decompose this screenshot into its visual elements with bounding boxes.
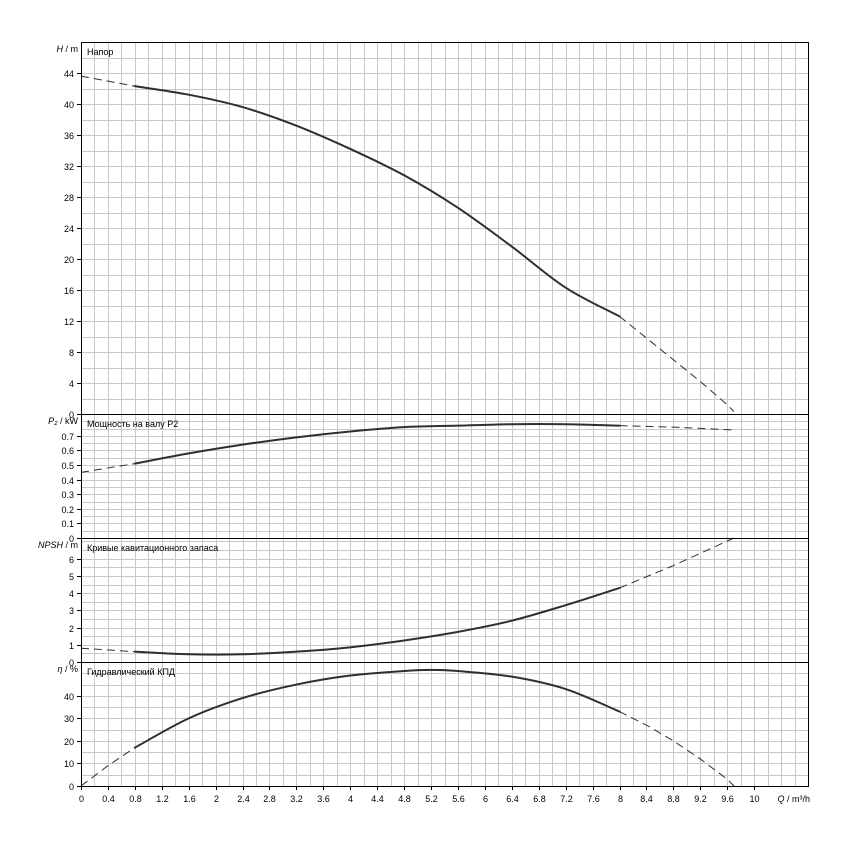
- power-y-tick-label: 0.4: [61, 476, 74, 486]
- head-y-tick-label: 12: [64, 317, 74, 327]
- head-y-tick-label: 32: [64, 162, 74, 172]
- x-tick-label: 3.6: [317, 794, 330, 804]
- efficiency-y-tick-label: 10: [64, 759, 74, 769]
- power-y-tick-label: 0.1: [61, 519, 74, 529]
- curve-layer: [80, 75, 735, 787]
- npsh-y-tick-label: 0: [69, 658, 74, 668]
- x-tick-label: 8.4: [640, 794, 653, 804]
- x-tick-label: 5.2: [425, 794, 438, 804]
- power-y-tick-label: 0.6: [61, 446, 74, 456]
- x-tick-label: 1.2: [156, 794, 169, 804]
- x-tick-label: 6: [483, 794, 488, 804]
- npsh-y-tick-label: 5: [69, 572, 74, 582]
- npsh-y-tick-label: 1: [69, 641, 74, 651]
- x-axis-label: Q / m³/h: [777, 794, 810, 804]
- efficiency-curve-solid: [133, 668, 621, 749]
- npsh-y-axis-label: NPSH / m: [38, 540, 78, 550]
- npsh-y-tick-label: 2: [69, 624, 74, 634]
- head-y-tick-label: 36: [64, 131, 74, 141]
- efficiency-curve-dashed: [80, 747, 136, 787]
- head-y-tick-label: 24: [64, 224, 74, 234]
- power-panel-title: Мощность на валу P2: [87, 419, 178, 429]
- x-tick-label: 5.6: [452, 794, 465, 804]
- power-curve-dashed: [80, 463, 135, 473]
- head-y-tick-label: 28: [64, 193, 74, 203]
- npsh-y-tick-label: 6: [69, 555, 74, 565]
- npsh-curve-dashed: [619, 537, 735, 589]
- x-tick-label: 7.6: [587, 794, 600, 804]
- efficiency-y-axis-label: η / %: [57, 664, 78, 674]
- x-tick-label: 3.2: [290, 794, 303, 804]
- head-y-tick-label: 44: [64, 69, 74, 79]
- x-tick-label: 6.8: [533, 794, 546, 804]
- x-tick-label: 0.8: [129, 794, 142, 804]
- npsh-y-tick-label: 3: [69, 606, 74, 616]
- head-y-axis-label: H / m: [57, 44, 79, 54]
- power-y-axis-label: P₂ / kW: [48, 416, 78, 426]
- x-tick-label: 2.8: [263, 794, 276, 804]
- x-tick-label: 10: [749, 794, 759, 804]
- x-tick-label: 7.2: [560, 794, 573, 804]
- npsh-y-tick-label: 4: [69, 589, 74, 599]
- head-y-tick-label: 8: [69, 348, 74, 358]
- x-tick-label: 8.8: [667, 794, 680, 804]
- power-y-tick-label: 0.2: [61, 505, 74, 515]
- head-y-tick-label: 40: [64, 100, 74, 110]
- efficiency-panel-title: Гидравлический КПД: [87, 667, 175, 677]
- power-y-tick-label: 0: [69, 534, 74, 544]
- x-tick-label: 1.6: [183, 794, 196, 804]
- efficiency-y-tick-label: 40: [64, 692, 74, 702]
- power-curve-dashed: [619, 425, 734, 431]
- efficiency-curve-dashed: [619, 711, 735, 787]
- efficiency-y-tick-label: 0: [69, 782, 74, 792]
- head-y-tick-label: 16: [64, 286, 74, 296]
- x-tick-label: 0: [79, 794, 84, 804]
- head-curve-dashed: [80, 75, 135, 87]
- efficiency-panel-frame: [81, 662, 809, 787]
- grid-layer: [81, 42, 808, 786]
- npsh-curve-dashed: [80, 647, 135, 653]
- x-tick-label: 9.2: [694, 794, 707, 804]
- x-tick-label: 0.4: [102, 794, 115, 804]
- frame-layer: [77, 42, 809, 790]
- head-y-tick-label: 0: [69, 410, 74, 420]
- npsh-panel-title: Кривые кавитационного запаса: [87, 543, 218, 553]
- head-y-tick-label: 20: [64, 255, 74, 265]
- x-tick-label: 6.4: [506, 794, 519, 804]
- x-tick-label: 9.6: [721, 794, 734, 804]
- head-panel-title: Напор: [87, 47, 113, 57]
- power-y-tick-label: 0.7: [61, 432, 74, 442]
- head-y-tick-label: 4: [69, 379, 74, 389]
- x-tick-label: 2: [214, 794, 219, 804]
- x-tick-label: 2.4: [237, 794, 250, 804]
- power-y-tick-label: 0.3: [61, 490, 74, 500]
- x-tick-label: 4.8: [398, 794, 411, 804]
- efficiency-y-tick-label: 20: [64, 737, 74, 747]
- power-curve-solid: [133, 423, 621, 465]
- x-tick-label: 4: [348, 794, 353, 804]
- x-tick-label: 4.4: [371, 794, 384, 804]
- head-curve-dashed: [619, 315, 735, 413]
- head-curve-solid: [133, 85, 621, 318]
- efficiency-y-tick-label: 30: [64, 714, 74, 724]
- power-y-tick-label: 0.5: [61, 461, 74, 471]
- npsh-curve-solid: [133, 586, 621, 656]
- x-tick-label: 8: [618, 794, 623, 804]
